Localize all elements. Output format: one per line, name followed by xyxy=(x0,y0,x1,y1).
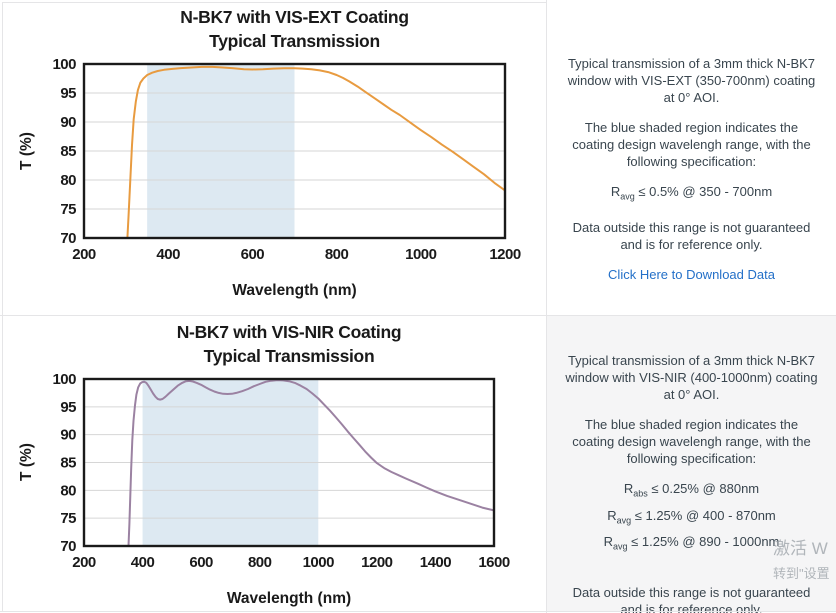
x-tick-label: 800 xyxy=(325,246,349,263)
x-axis-label: Wavelength (nm) xyxy=(227,590,351,607)
y-tick-label: 90 xyxy=(60,427,76,444)
y-tick-label: 75 xyxy=(60,510,76,527)
cell-border-bottom xyxy=(0,611,836,612)
vis-nir-chart-cell: N-BK7 with VIS-NIR Coating Typical Transm… xyxy=(3,316,546,611)
x-tick-label: 600 xyxy=(241,246,265,263)
vis-ext-info-panel: Typical transmission of a 3mm thick N-BK… xyxy=(547,3,836,315)
spec-line: Ravg ≤ 0.5% @ 350 - 700nm xyxy=(610,184,773,202)
download-data-link[interactable]: Click Here to Download Data xyxy=(608,266,775,282)
disclaimer-text: Data outside this range is not guarantee… xyxy=(572,584,811,613)
x-tick-label: 400 xyxy=(131,554,155,571)
spec-line: Ravg ≤ 1.25% @ 400 - 870nm xyxy=(607,507,776,526)
spec-line: Ravg ≤ 1.25% @ 890 - 1000nm xyxy=(603,534,780,552)
description-text: Typical transmission of a 3mm thick N-BK… xyxy=(565,353,818,402)
plot-frame xyxy=(82,62,507,240)
y-tick-label: 70 xyxy=(60,230,76,247)
transmission-curve xyxy=(127,379,495,547)
chart-title: N-BK7 with VIS-EXT Coating xyxy=(180,7,408,27)
y-axis-label: T (%) xyxy=(18,443,35,481)
x-tick-label: 600 xyxy=(189,554,213,571)
cell-border-top xyxy=(2,2,546,3)
vis-nir-transmission-chart: N-BK7 with VIS-NIR Coating Typical Transm… xyxy=(18,322,510,607)
description-text: Typical transmission of a 3mm thick N-BK… xyxy=(567,56,816,105)
x-tick-label: 1200 xyxy=(361,554,393,571)
shaded-region-note: The blue shaded region indicates the coa… xyxy=(572,417,811,466)
x-tick-label: 200 xyxy=(72,246,96,263)
chart-subtitle: Typical Transmission xyxy=(204,346,375,366)
chart-subtitle: Typical Transmission xyxy=(209,31,380,51)
column-divider xyxy=(546,0,547,613)
y-tick-label: 80 xyxy=(60,172,76,189)
y-tick-label: 75 xyxy=(60,201,76,218)
disclaimer-text: Data outside this range is not guarantee… xyxy=(572,219,811,252)
x-tick-label: 1000 xyxy=(303,554,335,571)
x-tick-label: 800 xyxy=(248,554,272,571)
y-tick-label: 90 xyxy=(60,114,76,131)
y-tick-label: 100 xyxy=(52,371,76,388)
y-tick-label: 70 xyxy=(60,538,76,555)
y-tick-label: 100 xyxy=(52,56,76,73)
x-tick-label: 1000 xyxy=(405,246,437,263)
transmission-curve xyxy=(126,65,506,239)
x-tick-label: 1400 xyxy=(420,554,452,571)
y-tick-label: 85 xyxy=(60,455,76,472)
y-tick-label: 95 xyxy=(60,85,76,102)
x-tick-label: 200 xyxy=(72,554,96,571)
vis-ext-chart-cell: N-BK7 with VIS-EXT Coating Typical Transm… xyxy=(3,3,546,315)
vis-nir-info-panel: Typical transmission of a 3mm thick N-BK… xyxy=(547,316,836,613)
row-divider xyxy=(0,315,836,316)
x-tick-label: 1200 xyxy=(489,246,521,263)
cell-border-left xyxy=(2,2,3,611)
y-axis-label: T (%) xyxy=(18,132,35,170)
x-tick-label: 1600 xyxy=(478,554,510,571)
y-tick-label: 85 xyxy=(60,143,76,160)
y-tick-label: 80 xyxy=(60,482,76,499)
spec-line: Rabs ≤ 0.25% @ 880nm xyxy=(623,481,760,499)
vis-ext-transmission-chart: N-BK7 with VIS-EXT Coating Typical Transm… xyxy=(18,7,521,299)
x-axis-label: Wavelength (nm) xyxy=(232,282,356,299)
plot-frame xyxy=(82,377,496,548)
x-tick-label: 400 xyxy=(156,246,180,263)
chart-title: N-BK7 with VIS-NIR Coating xyxy=(177,322,402,342)
y-tick-label: 95 xyxy=(60,399,76,416)
shaded-region-note: The blue shaded region indicates the coa… xyxy=(572,120,811,169)
